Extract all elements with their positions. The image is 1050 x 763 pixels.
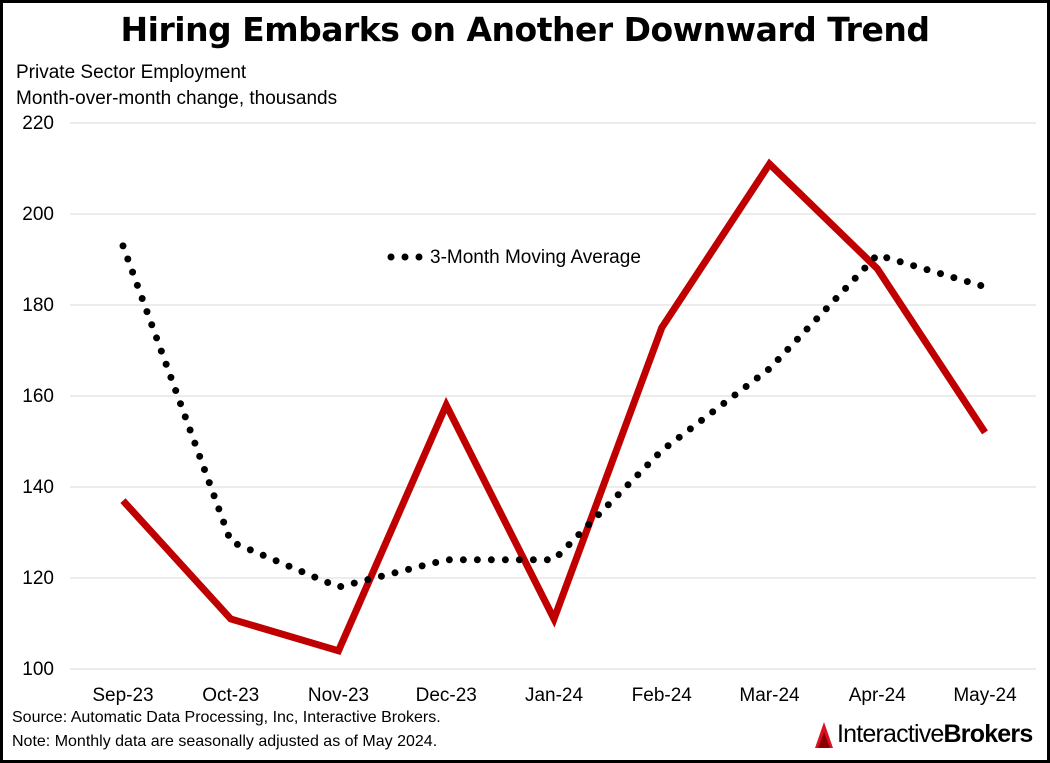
x-tick-label: Feb-24 xyxy=(632,685,693,706)
y-tick-label: 120 xyxy=(22,568,54,589)
chart-subtitle: Private Sector Employment xyxy=(16,62,247,83)
x-tick-label: Mar-24 xyxy=(739,685,800,706)
source-note: Source: Automatic Data Processing, Inc, … xyxy=(12,709,441,726)
legend-label-moving-average: 3-Month Moving Average xyxy=(430,247,641,268)
y-tick-label: 180 xyxy=(22,295,54,316)
brand-name-part1: Interactive xyxy=(837,720,944,748)
y-axis-label: Month-over-month change, thousands xyxy=(16,88,338,109)
x-tick-label: Nov-23 xyxy=(308,685,369,706)
x-tick-label: Oct-23 xyxy=(202,685,259,706)
x-tick-label: Apr-24 xyxy=(849,685,906,706)
brand-name-part2: Brokers xyxy=(943,720,1034,748)
interactive-brokers-logo-icon xyxy=(815,721,833,748)
data-note: Note: Monthly data are seasonally adjust… xyxy=(12,733,438,750)
y-tick-label: 140 xyxy=(22,477,54,498)
x-tick-label: Jan-24 xyxy=(525,685,584,706)
y-tick-label: 220 xyxy=(22,113,54,134)
y-tick-label: 200 xyxy=(22,204,54,225)
chart-title: Hiring Embarks on Another Downward Trend xyxy=(120,10,930,49)
brand-logo: Interactive Brokers xyxy=(815,720,1034,749)
x-tick-label: Dec-23 xyxy=(416,685,477,706)
series-line-moving-average xyxy=(119,242,989,591)
y-tick-label: 100 xyxy=(22,659,54,680)
y-tick-label: 160 xyxy=(22,386,54,407)
x-tick-label: May-24 xyxy=(953,685,1017,706)
x-tick-label: Sep-23 xyxy=(92,685,153,706)
